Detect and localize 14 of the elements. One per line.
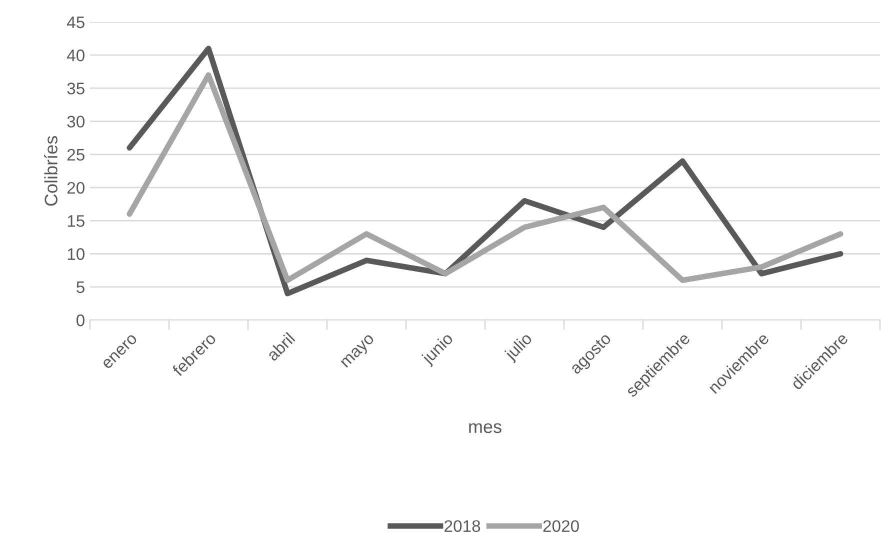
y-tick-label: 40	[66, 50, 84, 62]
y-tick-label: 5	[76, 281, 84, 294]
y-tick-label: 10	[68, 248, 84, 260]
legend-label: 2018	[444, 520, 480, 532]
y-tick-label: 30	[67, 116, 84, 128]
y-tick-label: 45	[66, 16, 84, 28]
y-tick-label: 15	[68, 215, 84, 227]
x-axis-title: mes	[469, 423, 502, 434]
y-tick-label: 35	[67, 82, 84, 94]
y-tick-label: 0	[76, 314, 84, 326]
legend-label: 2020	[543, 520, 579, 532]
y-axis-title: Colibríes	[44, 136, 58, 206]
y-tick-label: 25	[67, 148, 84, 161]
y-tick-label: 20	[67, 182, 84, 194]
